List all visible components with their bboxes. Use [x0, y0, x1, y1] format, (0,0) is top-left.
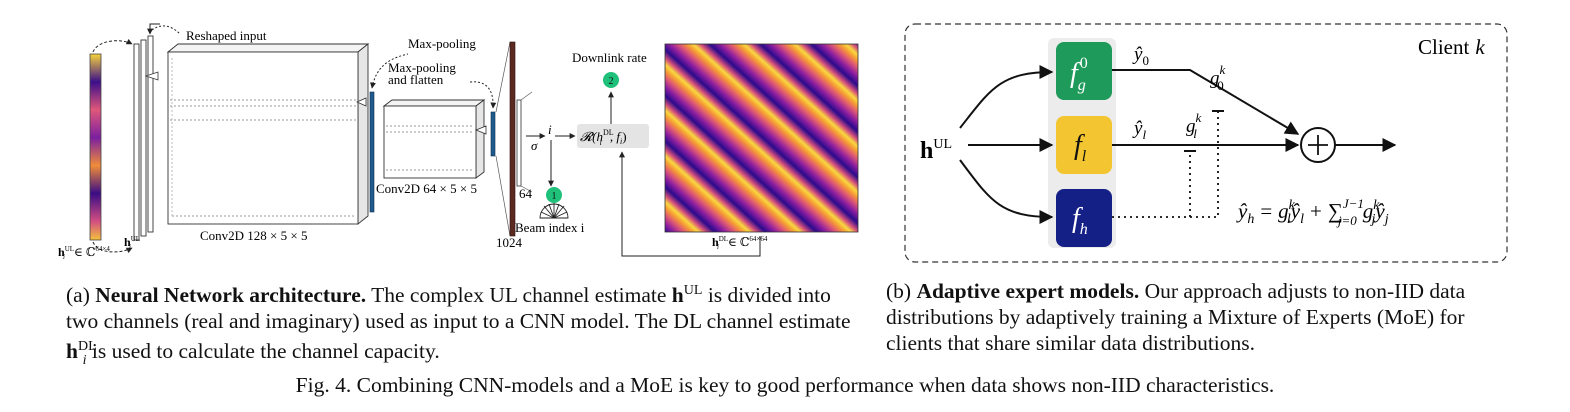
badge-1-text: 1 — [552, 191, 557, 202]
sigma-label: σ — [531, 138, 538, 153]
h-dl-label: hDL i ∈ ℂ64×64 — [712, 235, 768, 251]
expert-fh — [1056, 189, 1112, 247]
caption-b-title: Adaptive expert models. — [916, 279, 1140, 303]
dim-1024-label: 1024 — [496, 235, 523, 250]
gating-equation: ŷh = gk lŷl + ∑J−1 j=0 gk jŷj — [1236, 196, 1389, 228]
expert-fg0 — [1056, 42, 1112, 100]
max-pooling-label: Max-pooling — [408, 36, 476, 51]
dim-64-label: 64 — [519, 186, 533, 201]
rate-function-text: 𝓡(hDL i, fi) — [580, 128, 627, 147]
h-ul-input-label: hUL — [920, 137, 952, 164]
beam-index-badge — [546, 187, 562, 203]
downlink-rate-badge — [603, 72, 619, 88]
reshaped-h-ul-label: hUL i — [124, 235, 140, 251]
downlink-rate-label: Downlink rate — [572, 50, 647, 65]
badge-2-text: 2 — [609, 76, 614, 87]
conv2d-64-label: Conv2D 64 × 5 × 5 — [376, 181, 477, 196]
moe-diagram: Client k hUL fg0 fl fh ŷ0 ŷl gk 0 gk l ŷh = g… — [904, 23, 1508, 263]
caption-a-title: Neural Network architecture. — [95, 283, 367, 308]
caption-b: (b) Adaptive expert models. Our approach… — [886, 279, 1466, 355]
beam-index-label: Beam index i — [515, 220, 585, 235]
input-strip — [89, 53, 102, 241]
max-pooling-bar — [369, 91, 375, 213]
client-label: Client k — [1418, 35, 1485, 59]
reshaped-input-label: Reshaped input — [186, 28, 267, 43]
input-h-ul-label: hUL i ∈ ℂ64×4 — [58, 245, 110, 260]
dl-channel-heatmap — [664, 43, 859, 233]
index-i-label: i — [548, 122, 552, 137]
client-box — [904, 23, 1508, 263]
rate-function-box — [577, 124, 649, 148]
g0-label: gk 0 — [1210, 62, 1226, 93]
figure-caption: Fig. 4. Combining CNN-models and a MoE i… — [295, 373, 1275, 397]
beam-fan-icon — [539, 203, 569, 219]
expert-fl-label: fl — [1074, 130, 1087, 165]
max-pooling-flatten-label-2: and flatten — [388, 72, 444, 87]
yl-label: ŷl — [1132, 118, 1146, 142]
y0-label: ŷ0 — [1132, 44, 1149, 68]
expert-fh-label: fh — [1072, 203, 1088, 238]
expert-fl — [1056, 116, 1112, 174]
gl-label: gk l — [1186, 110, 1202, 141]
expert-fg0-label: fg0 — [1070, 55, 1088, 94]
cnn-architecture-diagram: Reshaped input Max-pooling Max-pooling a… — [58, 23, 859, 260]
dense-1024-bar — [509, 41, 516, 237]
conv2d-128-label: Conv2D 128 × 5 × 5 — [200, 228, 307, 243]
conv2d-64-block — [382, 99, 486, 179]
conv2d-128-block — [166, 43, 370, 225]
caption-a: (a) Neural Network architecture. The com… — [66, 283, 851, 368]
max-pooling-flatten-label-1: Max-pooling — [388, 60, 456, 75]
